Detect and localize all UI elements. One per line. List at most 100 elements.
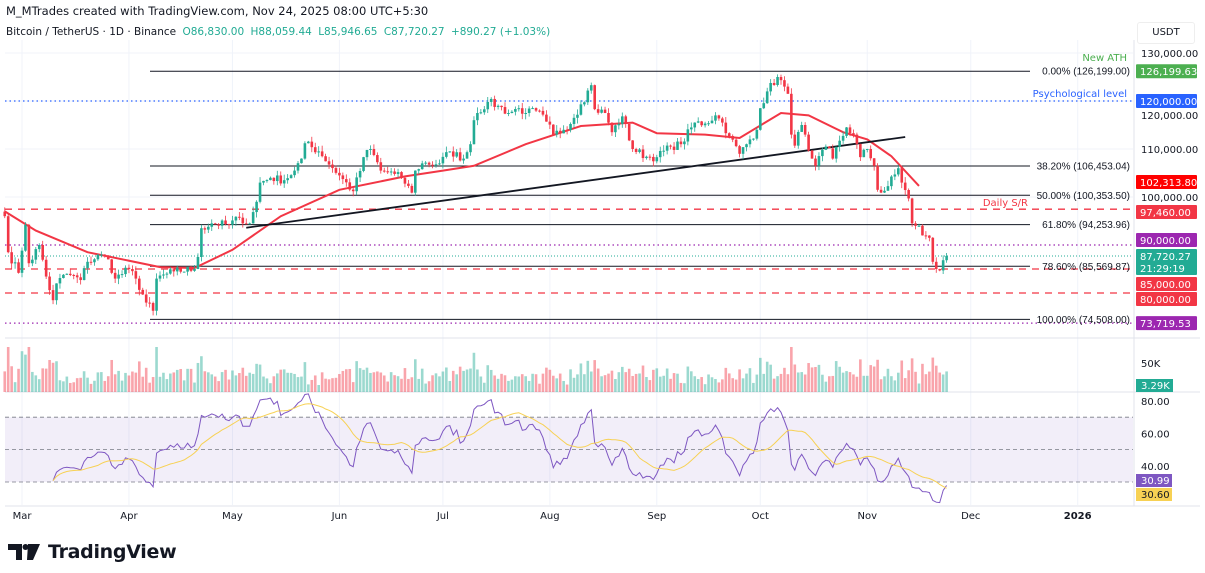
candle-body[interactable] [765, 91, 769, 104]
candle-body[interactable] [524, 113, 527, 114]
candle-body[interactable] [855, 134, 859, 144]
candle-body[interactable] [13, 262, 17, 264]
candle-body[interactable] [334, 168, 338, 173]
candle-body[interactable] [37, 245, 41, 250]
candle-body[interactable] [189, 266, 193, 271]
candle-body[interactable] [169, 269, 172, 274]
candle-body[interactable] [658, 150, 662, 158]
candle-body[interactable] [745, 144, 748, 148]
candle-body[interactable] [786, 86, 790, 94]
candle-body[interactable] [865, 149, 869, 150]
candle-body[interactable] [772, 82, 776, 85]
candle-body[interactable] [48, 276, 51, 291]
candle-body[interactable] [869, 149, 872, 159]
candle-body[interactable] [934, 261, 938, 269]
candle-body[interactable] [438, 163, 441, 165]
candle-body[interactable] [545, 114, 548, 122]
candle-body[interactable] [531, 108, 534, 110]
candle-body[interactable] [10, 252, 13, 264]
candle-body[interactable] [96, 254, 100, 260]
candle-body[interactable] [400, 172, 403, 178]
candle-body[interactable] [810, 150, 814, 159]
candle-body[interactable] [327, 161, 331, 165]
candle-body[interactable] [355, 177, 358, 192]
candle-body[interactable] [731, 136, 734, 140]
candle-body[interactable] [738, 146, 741, 154]
candle-body[interactable] [665, 145, 669, 151]
candle-body[interactable] [307, 141, 310, 144]
candle-body[interactable] [638, 149, 641, 153]
candle-body[interactable] [907, 190, 910, 199]
candle-body[interactable] [238, 216, 241, 218]
candle-body[interactable] [320, 151, 324, 157]
candle-body[interactable] [207, 226, 210, 230]
candle-body[interactable] [576, 114, 579, 118]
candle-body[interactable] [372, 149, 376, 156]
candle-body[interactable] [265, 180, 269, 182]
candle-body[interactable] [693, 122, 697, 128]
candle-body[interactable] [662, 150, 665, 152]
candle-body[interactable] [17, 262, 20, 273]
candle-body[interactable] [324, 156, 327, 162]
candle-body[interactable] [483, 109, 486, 113]
candle-body[interactable] [879, 189, 883, 193]
candle-body[interactable] [814, 158, 817, 166]
candle-body[interactable] [683, 141, 686, 145]
candle-body[interactable] [931, 237, 935, 262]
candle-body[interactable] [369, 149, 372, 150]
candle-body[interactable] [652, 156, 655, 162]
candle-body[interactable] [655, 157, 659, 162]
candle-body[interactable] [552, 124, 555, 135]
candle-body[interactable] [445, 152, 448, 157]
candle-body[interactable] [624, 116, 628, 124]
candle-body[interactable] [776, 77, 779, 85]
candle-body[interactable] [821, 149, 824, 157]
candle-body[interactable] [589, 85, 593, 91]
candle-body[interactable] [338, 172, 341, 176]
candle-body[interactable] [282, 180, 286, 184]
candle-body[interactable] [648, 156, 652, 158]
candle-body[interactable] [900, 168, 904, 183]
candle-body[interactable] [286, 178, 289, 181]
candle-body[interactable] [103, 254, 107, 256]
candle-body[interactable] [555, 130, 559, 135]
candle-body[interactable] [138, 278, 141, 290]
candle-body[interactable] [890, 176, 893, 187]
candle-body[interactable] [790, 93, 793, 135]
tradingview-logo[interactable]: TradingView [8, 541, 177, 563]
candle-body[interactable] [614, 125, 617, 133]
candle-body[interactable] [300, 158, 303, 164]
candle-body[interactable] [831, 148, 835, 159]
candle-body[interactable] [331, 164, 334, 169]
candle-body[interactable] [296, 163, 300, 171]
candle-body[interactable] [303, 143, 307, 159]
candle-body[interactable] [172, 269, 176, 272]
candle-body[interactable] [914, 223, 917, 226]
candle-body[interactable] [759, 108, 762, 130]
candle-body[interactable] [258, 182, 262, 202]
candle-body[interactable] [441, 156, 445, 164]
candle-body[interactable] [158, 275, 162, 279]
candle-body[interactable] [903, 182, 907, 191]
candle-body[interactable] [220, 220, 224, 226]
candle-body[interactable] [859, 143, 862, 158]
candle-body[interactable] [79, 277, 82, 281]
candle-body[interactable] [596, 109, 600, 113]
candle-body[interactable] [710, 120, 714, 124]
candle-body[interactable] [389, 171, 393, 173]
candle-body[interactable] [600, 109, 603, 113]
candle-body[interactable] [134, 271, 138, 279]
candle-body[interactable] [562, 129, 565, 134]
candle-body[interactable] [807, 134, 810, 151]
candle-body[interactable] [579, 104, 583, 115]
candle-body[interactable] [583, 102, 586, 105]
candle-body[interactable] [182, 271, 186, 273]
candle-body[interactable] [3, 211, 7, 217]
candle-body[interactable] [928, 235, 931, 238]
candle-body[interactable] [262, 180, 265, 183]
candle-body[interactable] [227, 224, 231, 226]
candle-body[interactable] [431, 164, 434, 166]
candle-body[interactable] [317, 151, 320, 153]
candle-body[interactable] [565, 129, 569, 131]
